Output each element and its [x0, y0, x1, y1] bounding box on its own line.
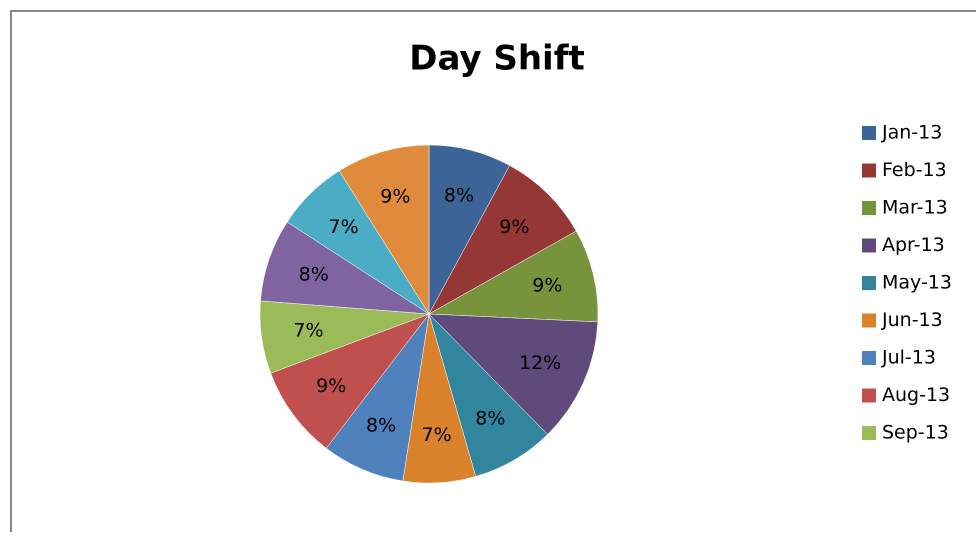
pie-slice: [428, 313, 599, 435]
legend-label: May-13: [882, 272, 952, 294]
legend-swatch: [862, 201, 876, 215]
data-label: 12%: [519, 352, 561, 374]
pie-slice: [338, 144, 430, 315]
legend-swatch: [862, 163, 876, 178]
data-label: 8%: [475, 408, 505, 430]
pie-slice: [270, 313, 430, 449]
data-label: 8%: [299, 263, 329, 285]
data-label: 9%: [499, 216, 529, 238]
data-label: 7%: [421, 424, 451, 446]
legend-swatch: [862, 351, 876, 365]
legend-label: Mar-13: [882, 197, 948, 219]
pie-slice: [428, 165, 577, 315]
legend-label: Sep-13: [882, 422, 949, 444]
data-label: 9%: [532, 274, 562, 296]
legend-swatch: [862, 276, 876, 290]
legend-swatch: [862, 426, 876, 440]
legend-label: Jul-13: [881, 347, 936, 369]
data-label: 9%: [380, 186, 410, 208]
legend-swatch: [862, 388, 876, 403]
legend-label: Aug-13: [882, 384, 950, 406]
data-label: 8%: [444, 185, 474, 207]
legend-label: Feb-13: [882, 159, 947, 181]
legend-label: Jun-13: [881, 309, 943, 331]
data-label: 7%: [293, 319, 323, 341]
legend-label: Jan-13: [881, 122, 942, 144]
data-label: 9%: [316, 375, 346, 397]
data-label: 8%: [366, 414, 396, 436]
legend-swatch: [862, 238, 876, 253]
chart-title: Day Shift: [409, 39, 585, 79]
legend-swatch: [862, 313, 876, 328]
legend-swatch: [862, 126, 876, 140]
legend-label: Apr-13: [882, 234, 945, 256]
data-label: 7%: [329, 216, 359, 238]
pie-slice: [428, 230, 599, 323]
